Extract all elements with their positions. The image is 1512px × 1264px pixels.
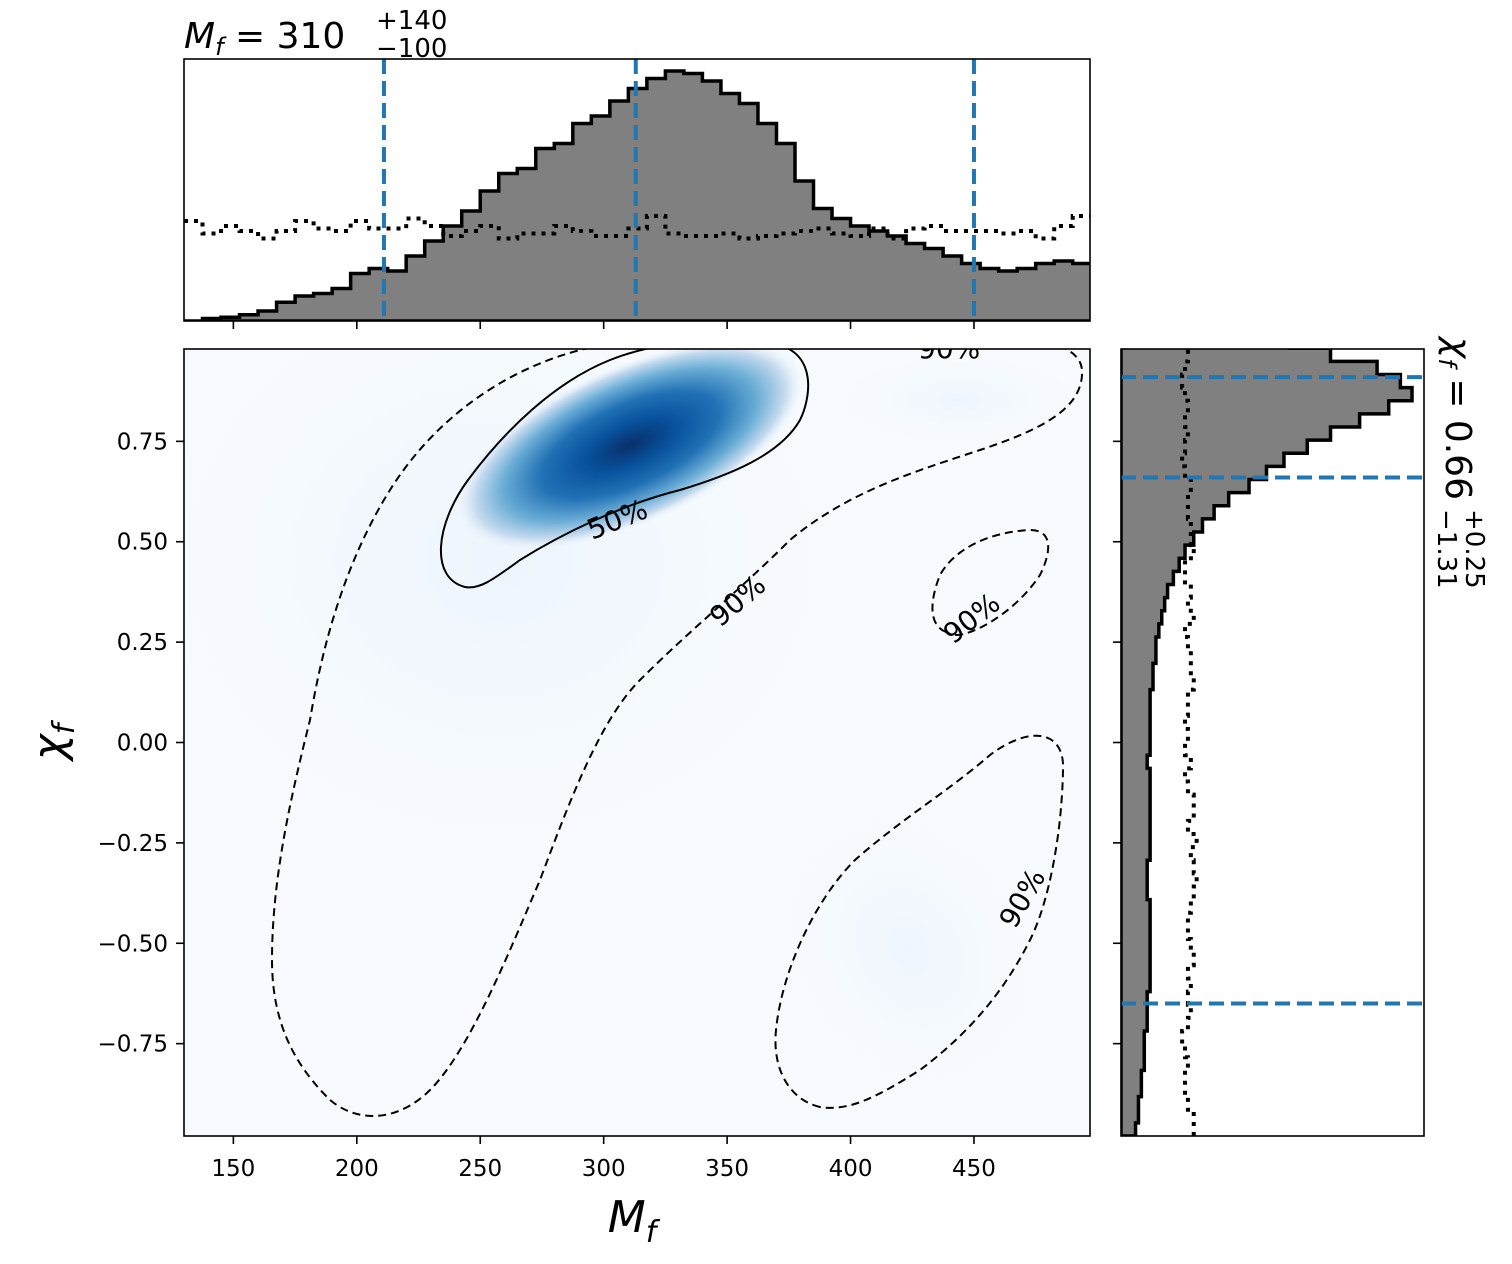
right-marginal-title: χf = 0.66 +0.25 −1.31 — [1431, 335, 1489, 589]
right-title-plus: +0.25 — [1459, 509, 1489, 589]
main-xtick-label-2: 250 — [458, 1156, 502, 1182]
right-quantile-lines — [1121, 375, 1424, 1006]
main-ytick-label-6: −0.75 — [98, 1032, 168, 1058]
contour-label-90-d: 90% — [918, 332, 980, 365]
top-posterior-histogram — [184, 69, 1090, 321]
right-title-param: χ — [1437, 335, 1478, 360]
right-prior-histogram-line — [1180, 349, 1199, 1136]
main-ytick-label-5: −0.50 — [98, 931, 168, 957]
main-xtick-label-5: 400 — [829, 1156, 873, 1182]
contour-50-percent — [439, 349, 810, 589]
top-xtick-marks — [232, 321, 975, 329]
right-title-value: 0.66 — [1437, 420, 1478, 500]
top-marginal-panel: Mf = 310 +140 −100 — [183, 6, 1091, 329]
main-x-axis-ticks: 150 200 250 300 350 400 450 — [211, 1136, 996, 1182]
contour-90-percent-right-small — [931, 528, 1050, 636]
y-axis-label: χf — [24, 719, 82, 762]
density-image — [184, 349, 1090, 1121]
right-prior-histogram — [1180, 349, 1199, 1136]
right-ytick-marks — [1113, 440, 1121, 1045]
density-lower-right-region — [759, 779, 1061, 1121]
top-panel-frame — [183, 58, 1091, 322]
svg-text:χf = 0.66: χf = 0.66 — [1433, 335, 1478, 500]
x-axis-sub: f — [646, 1215, 661, 1250]
contour-90-percent-main — [270, 349, 1084, 1117]
contour-lines — [270, 349, 1084, 1117]
right-posterior-histogram — [1121, 349, 1414, 1136]
top-prior-histogram — [184, 214, 1090, 241]
top-title-minus: −100 — [376, 34, 447, 64]
x-axis-label: Mf — [608, 1192, 661, 1250]
main-density-panel: 50% 90% 90% 90% 90% 150 200 250 300 350 400 45… — [24, 332, 1091, 1250]
main-y-axis-ticks: 0.75 0.50 0.25 0.00 −0.25 −0.50 −0.75 — [98, 429, 184, 1058]
main-xtick-label-6: 450 — [952, 1156, 996, 1182]
main-ytick-label-3: 0.00 — [117, 731, 168, 757]
main-ytick-label-4: −0.25 — [98, 831, 168, 857]
top-title-value: 310 — [277, 16, 346, 57]
main-ytick-label-0: 0.75 — [117, 429, 168, 455]
density-peak — [453, 349, 807, 552]
main-ytick-label-1: 0.50 — [117, 530, 168, 556]
right-title-minus: −1.31 — [1431, 509, 1461, 589]
top-title-plus: +140 — [376, 6, 447, 36]
y-axis-sub: f — [47, 719, 82, 734]
y-axis-param: χ — [24, 732, 75, 762]
right-posterior-histogram-bars — [1121, 349, 1414, 1136]
x-axis-param: M — [608, 1192, 646, 1243]
top-marginal-title: Mf = 310 — [184, 16, 345, 61]
main-xtick-label-0: 150 — [211, 1156, 255, 1182]
top-prior-histogram-line — [184, 214, 1090, 241]
density-upper-right-region — [810, 350, 1090, 450]
main-xtick-label-3: 300 — [582, 1156, 626, 1182]
right-marginal-panel: χf = 0.66 +0.25 −1.31 — [1113, 335, 1489, 1137]
top-title-param: M — [184, 16, 215, 57]
top-posterior-histogram-bars — [184, 69, 1090, 321]
main-xtick-label-1: 200 — [335, 1156, 379, 1182]
density-broad-region — [184, 349, 920, 920]
main-xtick-label-4: 350 — [705, 1156, 749, 1182]
main-ytick-label-2: 0.25 — [117, 630, 168, 656]
